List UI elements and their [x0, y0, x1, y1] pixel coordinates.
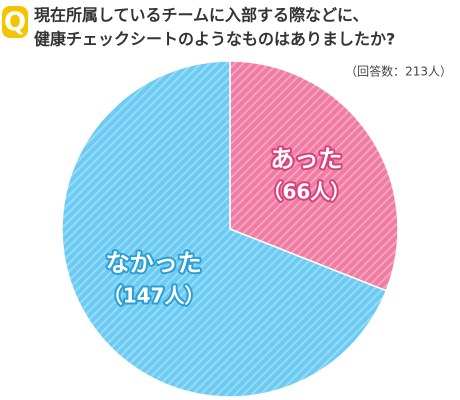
slice-label: あった: [270, 145, 342, 173]
pie-slice: [229, 60, 399, 292]
pie-slice: [61, 60, 388, 398]
title-line: 健康チェックシートのようなものはありましたか?: [34, 30, 395, 49]
value-label: （147人）: [103, 283, 205, 307]
subtitle: （回答数：213人）: [345, 64, 452, 79]
q-letter: Q: [4, 8, 26, 38]
q-icon: Q: [2, 6, 28, 38]
slice-label: なかった: [106, 249, 202, 277]
title-line: 現在所属しているチームに入部する際などに、: [34, 6, 369, 25]
value-label: （66人）: [262, 180, 350, 204]
